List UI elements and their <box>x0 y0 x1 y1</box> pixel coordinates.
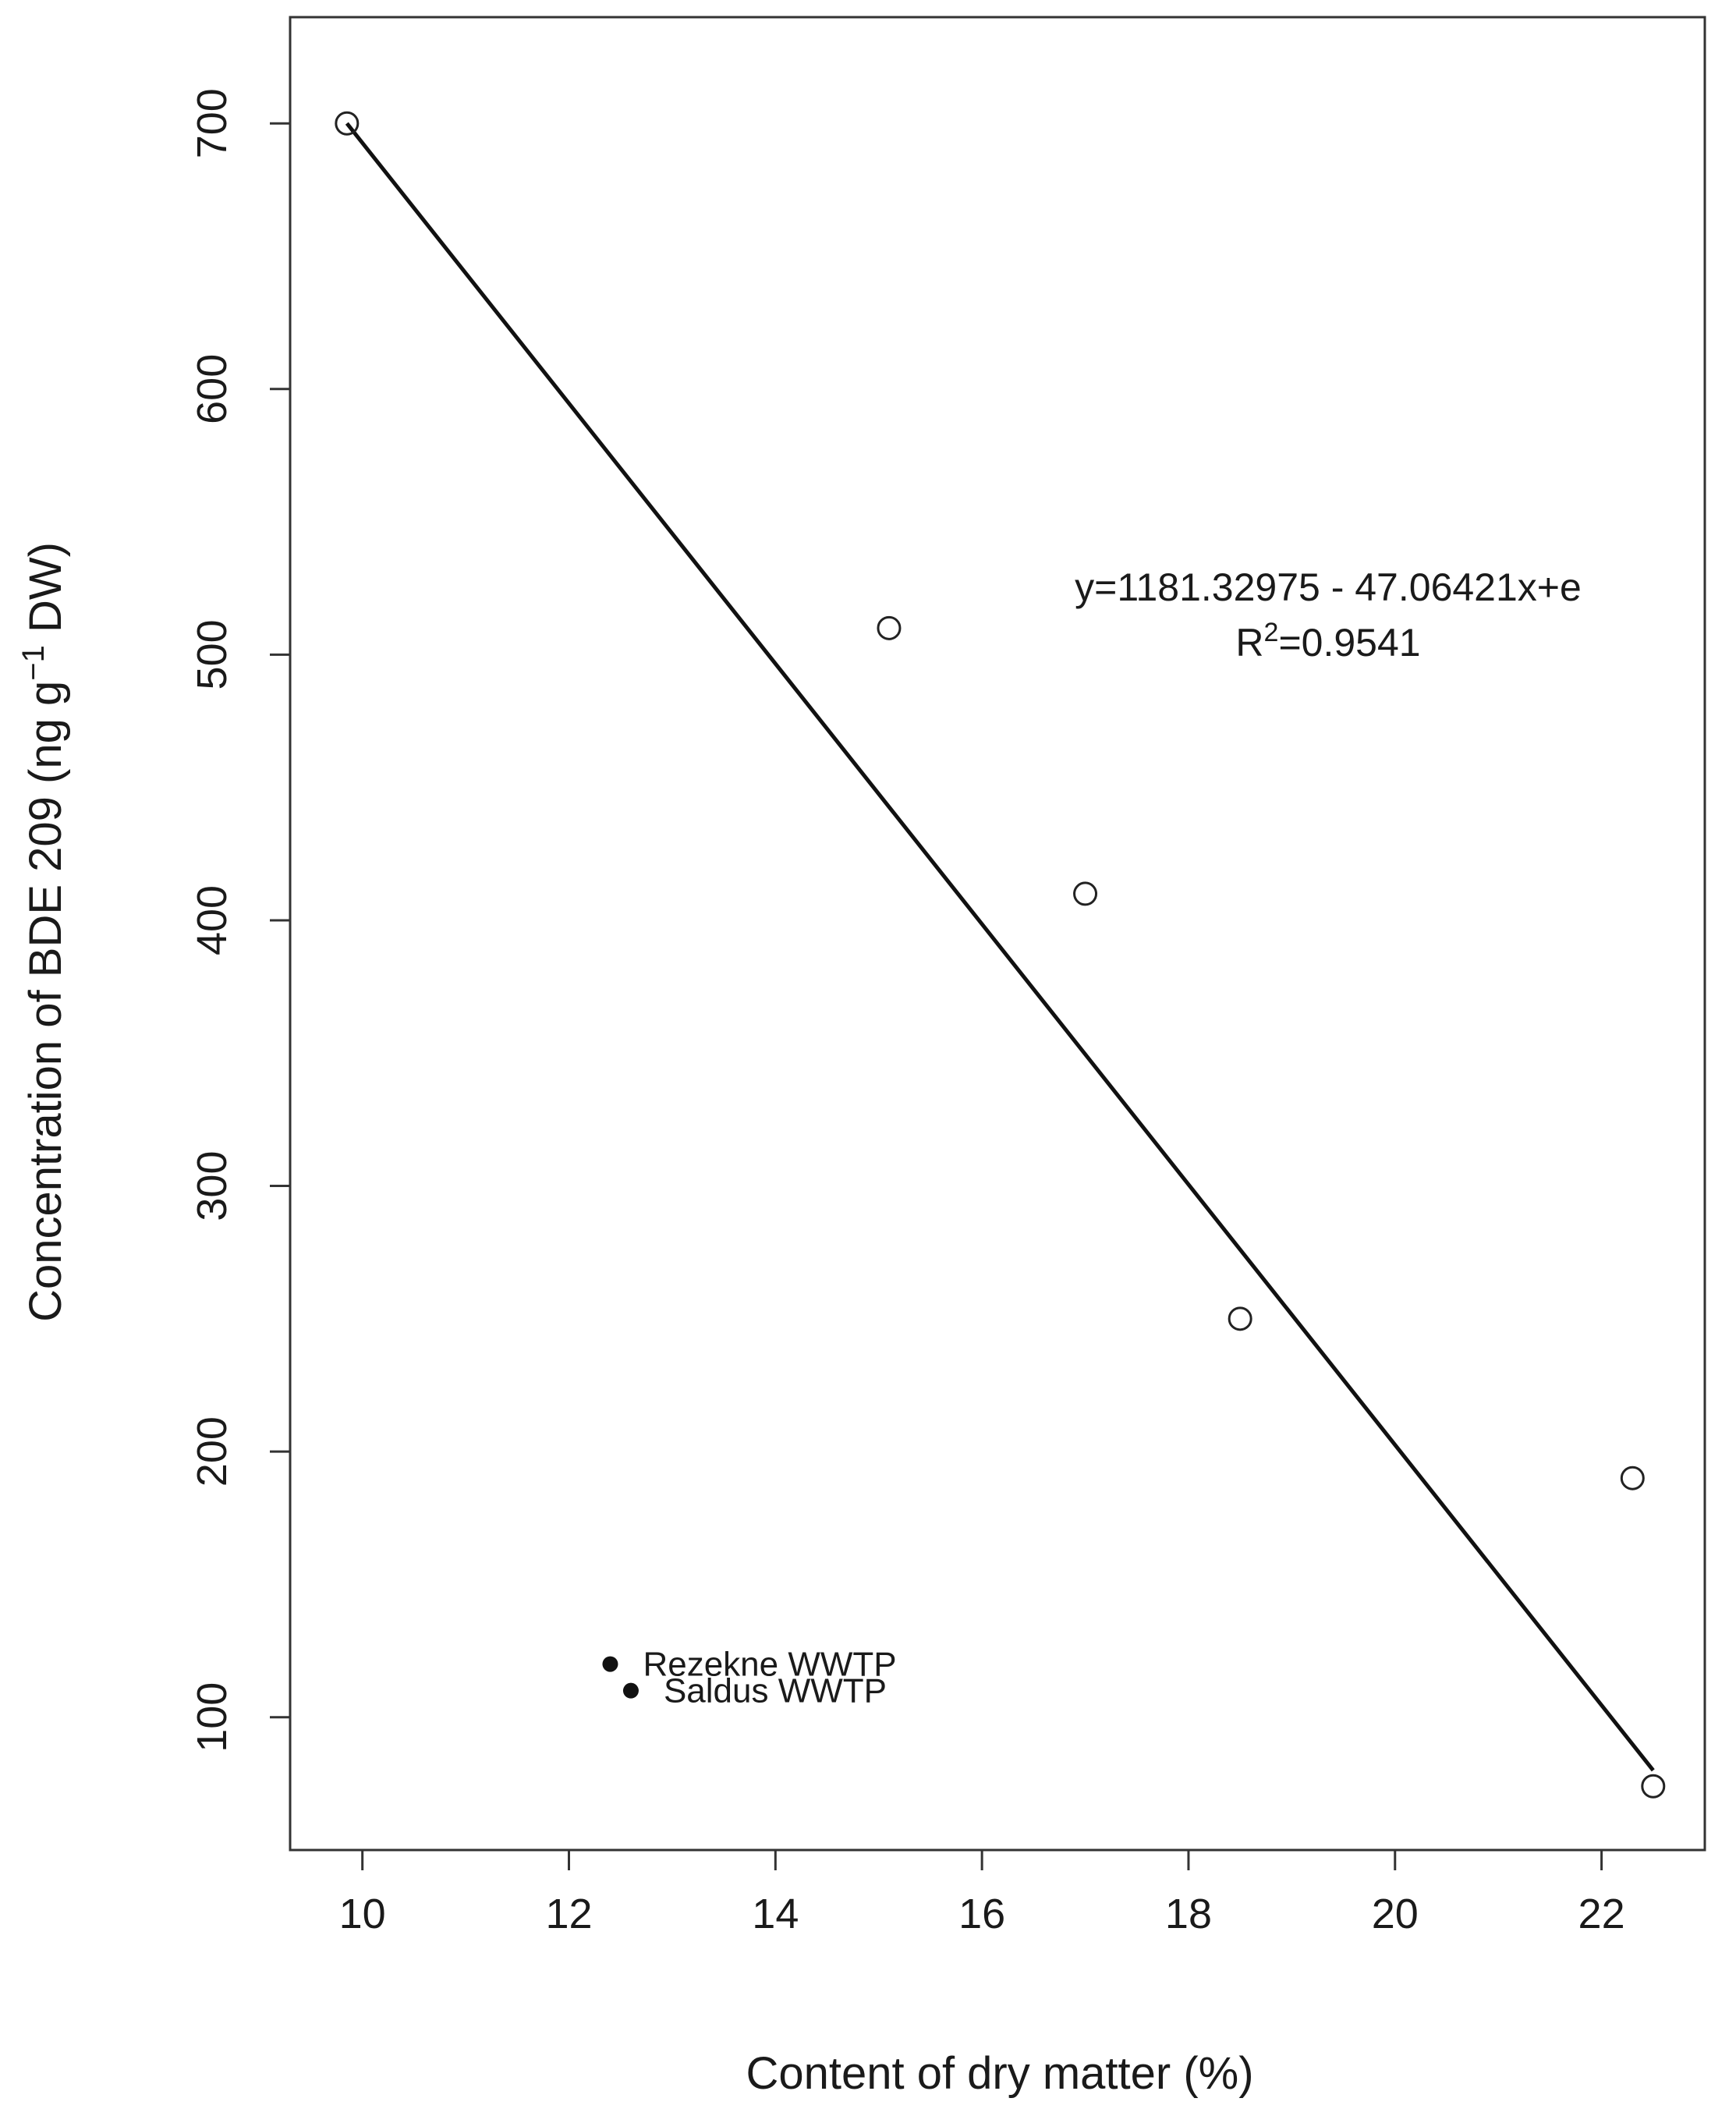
r-squared-annotation: R2=0.9541 <box>1235 618 1420 665</box>
data-point <box>877 615 902 640</box>
regression-line <box>345 122 1655 1772</box>
highlighted-data-point <box>622 1682 639 1699</box>
y-tick-label: 100 <box>189 1682 236 1753</box>
point-label: Rezekne WWTP <box>643 1646 896 1684</box>
y-tick-label: 700 <box>189 88 236 158</box>
data-point <box>1073 881 1098 906</box>
point-label: Saldus WWTP <box>664 1672 887 1710</box>
data-point <box>335 111 360 136</box>
data-point <box>1620 1466 1645 1490</box>
x-tick-label: 16 <box>958 1891 1005 1937</box>
y-tick-label: 400 <box>189 885 236 955</box>
y-tick-label: 200 <box>189 1416 236 1487</box>
r2-prefix: R <box>1235 621 1263 665</box>
x-axis-title: Content of dry matter (%) <box>746 2048 1253 2099</box>
y-tick-label: 500 <box>189 619 236 689</box>
x-tick-label: 10 <box>339 1891 386 1937</box>
y-tick-label: 300 <box>189 1150 236 1221</box>
y-axis-title-tail: DW) <box>20 542 71 645</box>
y-axis-title-main: Concentration of BDE 209 (ng g <box>20 681 71 1322</box>
y-axis-title: Concentration of BDE 209 (ng g−1 DW) <box>16 542 71 1322</box>
data-point <box>1228 1306 1252 1331</box>
r2-sup: 2 <box>1264 618 1279 647</box>
highlighted-data-point <box>602 1656 618 1672</box>
x-tick-label: 12 <box>545 1891 592 1937</box>
plot-frame <box>289 16 1706 1852</box>
x-tick-label: 14 <box>752 1891 799 1937</box>
data-point <box>1641 1774 1666 1799</box>
x-tick-label: 22 <box>1578 1891 1625 1937</box>
r2-value: =0.9541 <box>1278 621 1420 665</box>
y-tick-label: 600 <box>189 354 236 424</box>
x-tick-label: 18 <box>1165 1891 1212 1937</box>
y-axis-title-sup: −1 <box>16 645 51 681</box>
x-tick-label: 20 <box>1372 1891 1419 1937</box>
regression-equation: y=1181.32975 - 47.06421x+e <box>1075 565 1582 609</box>
